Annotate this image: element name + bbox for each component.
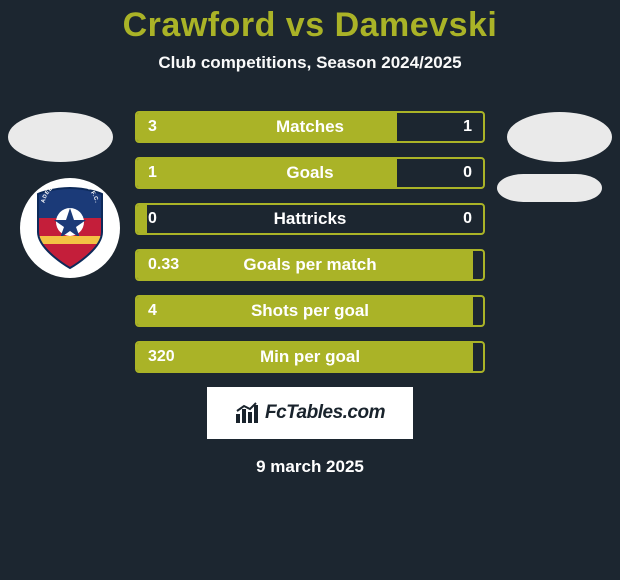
stat-value-left: 0 xyxy=(148,210,157,228)
stat-label: Matches xyxy=(276,117,344,137)
page-title: Crawford vs Damevski xyxy=(123,6,498,45)
stat-value-left: 0.33 xyxy=(148,256,179,274)
bar-left-fill xyxy=(137,205,147,233)
stat-label: Shots per goal xyxy=(251,301,369,321)
bar-right-fill xyxy=(473,297,483,325)
stat-row: Goals 1 0 xyxy=(0,157,620,189)
stat-label: Hattricks xyxy=(274,209,347,229)
stat-value-right: 0 xyxy=(463,210,472,228)
brand-text: FcTables.com xyxy=(265,402,385,424)
bar-right-fill xyxy=(473,251,483,279)
subtitle: Club competitions, Season 2024/2025 xyxy=(158,53,461,73)
footer-date: 9 march 2025 xyxy=(256,457,364,477)
stat-row: Matches 3 1 xyxy=(0,111,620,143)
bar-left-fill xyxy=(137,159,397,187)
stat-label: Goals xyxy=(286,163,333,183)
stat-value-right: 1 xyxy=(463,118,472,136)
stat-value-left: 1 xyxy=(148,164,157,182)
stat-row: Min per goal 320 xyxy=(0,341,620,373)
stat-label: Goals per match xyxy=(243,255,376,275)
stat-value-right: 0 xyxy=(463,164,472,182)
brand-box: FcTables.com xyxy=(207,387,413,439)
chart-icon xyxy=(235,402,261,424)
stat-label: Min per goal xyxy=(260,347,360,367)
stat-value-left: 4 xyxy=(148,302,157,320)
bar-right-fill xyxy=(473,343,483,371)
stat-row: Shots per goal 4 xyxy=(0,295,620,327)
bar-left-fill xyxy=(137,113,397,141)
stat-row: Hattricks 0 0 xyxy=(0,203,620,235)
stat-value-left: 320 xyxy=(148,348,175,366)
stat-value-left: 3 xyxy=(148,118,157,136)
stat-row: Goals per match 0.33 xyxy=(0,249,620,281)
